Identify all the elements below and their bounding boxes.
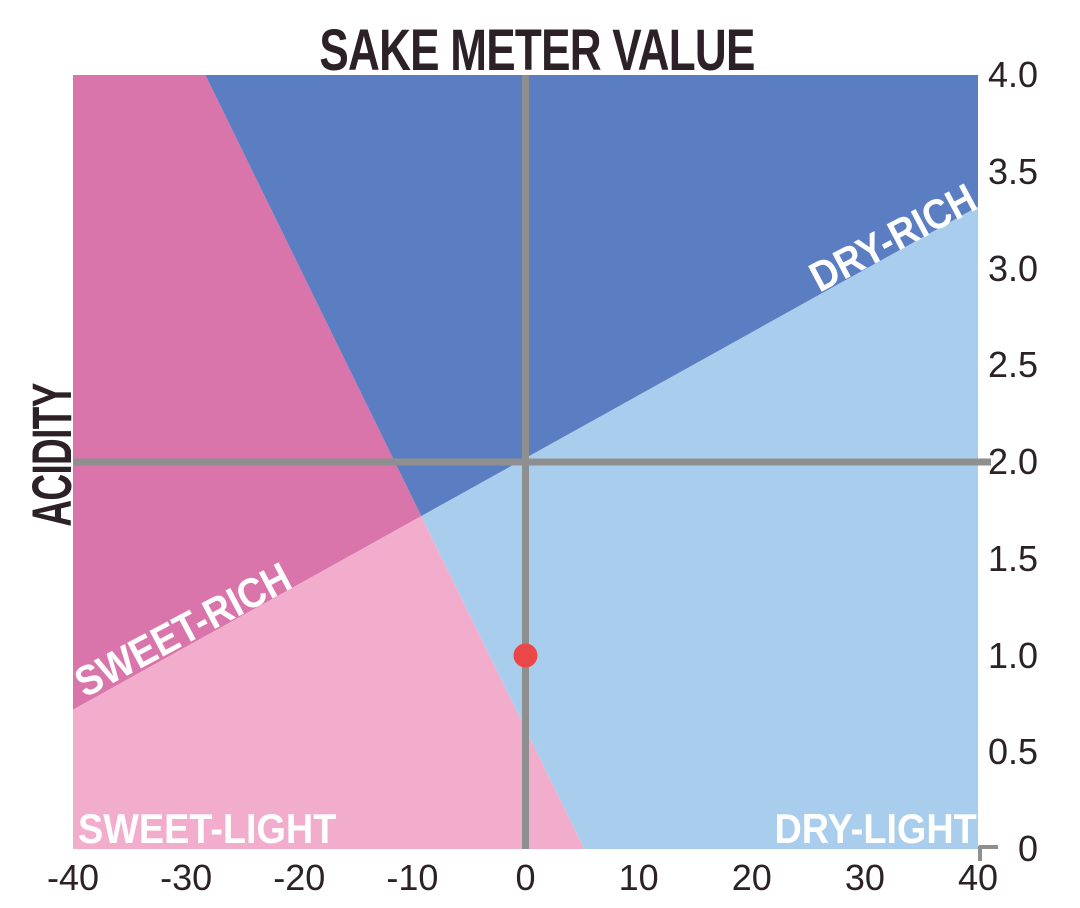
region-sweet-rich <box>73 75 422 710</box>
y-tick-label: 3.0 <box>987 247 1038 289</box>
x-tick-label: 30 <box>844 857 885 898</box>
x-tick-label: 0 <box>515 857 536 898</box>
x-axis-title: SAKE METER VALUE <box>319 18 755 83</box>
y-tick-label: 0 <box>1017 828 1038 869</box>
y-tick-label: 3.5 <box>987 150 1038 192</box>
x-tick-label: -40 <box>46 857 100 898</box>
x-tick-label: -30 <box>160 857 213 898</box>
x-tick-label: -20 <box>273 857 326 898</box>
y-tick-label: 1.0 <box>987 634 1038 676</box>
x-tick-label: 40 <box>957 857 999 898</box>
y-tick-label: 2.5 <box>987 344 1038 386</box>
y-tick-label: 0.5 <box>987 731 1038 773</box>
y-tick-label: 1.5 <box>987 537 1038 579</box>
y-tick-label: 2.0 <box>987 441 1038 482</box>
x-tick-label: 10 <box>618 857 659 898</box>
zero-corner-tick <box>978 845 998 861</box>
region-sweet-light <box>73 516 585 849</box>
y-tick-label: 4.0 <box>987 54 1038 95</box>
region-label-sweet-light: SWEET-LIGHT <box>78 805 337 852</box>
region-label-dry-light: DRY-LIGHT <box>774 805 977 852</box>
region-dry-light <box>421 206 978 850</box>
x-tick-label: -10 <box>386 857 439 898</box>
data-point <box>513 643 538 668</box>
region-dry-rich <box>205 75 978 517</box>
y-axis-title: ACIDITY <box>20 383 83 527</box>
x-tick-label: 20 <box>731 857 772 898</box>
